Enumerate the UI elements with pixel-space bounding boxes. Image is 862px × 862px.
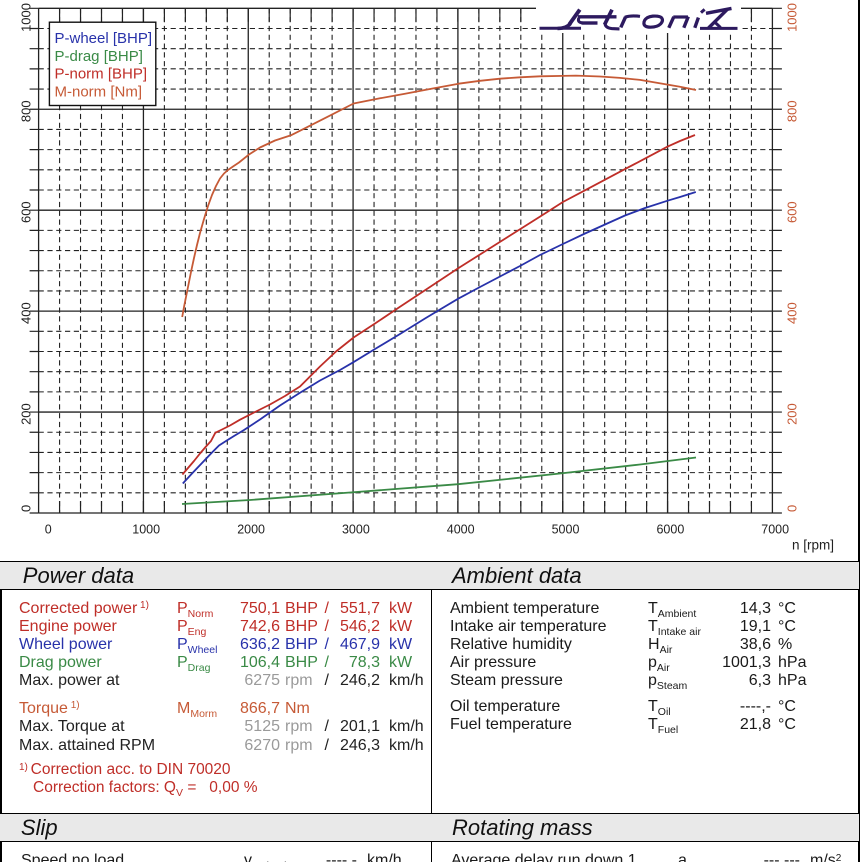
svg-text:0: 0 [785,505,800,512]
svg-text:4000: 4000 [447,523,475,537]
svg-text:7000: 7000 [761,523,789,537]
svg-text:800: 800 [19,100,34,122]
svg-text:0: 0 [45,523,52,537]
svg-text:1000: 1000 [785,3,800,32]
svg-text:3000: 3000 [342,523,370,537]
svg-text:6000: 6000 [656,523,684,537]
svg-text:2000: 2000 [237,523,265,537]
svg-text:5000: 5000 [552,523,580,537]
svg-text:400: 400 [785,302,800,324]
svg-text:n [rpm]: n [rpm] [792,538,834,553]
svg-text:600: 600 [785,201,800,223]
svg-text:1000: 1000 [132,523,160,537]
svg-text:0: 0 [19,505,34,512]
svg-text:P-wheel [BHP]: P-wheel [BHP] [55,30,153,47]
svg-text:P-drag [BHP]: P-drag [BHP] [55,48,143,65]
svg-text:600: 600 [19,201,34,223]
svg-text:200: 200 [785,403,800,425]
svg-text:400: 400 [19,302,34,324]
svg-text:M-norm [Nm]: M-norm [Nm] [55,83,143,100]
svg-text:800: 800 [785,100,800,122]
svg-text:200: 200 [19,403,34,425]
svg-text:1000: 1000 [19,3,34,32]
svg-text:P-norm [BHP]: P-norm [BHP] [55,66,148,83]
